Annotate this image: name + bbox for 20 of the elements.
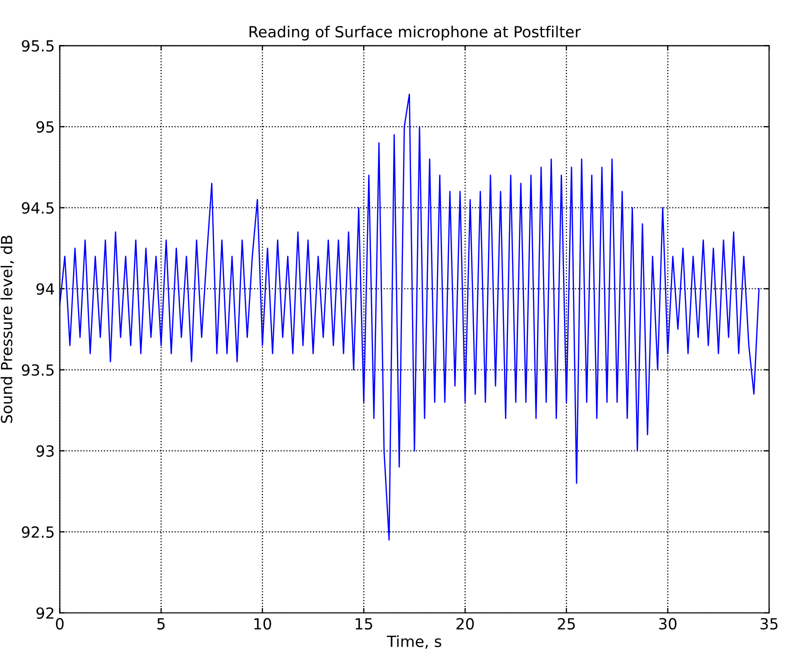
x-axis-title: Time, s [386, 635, 442, 649]
y-tick-label: 94.5 [22, 202, 54, 214]
y-tick-label: 93.5 [22, 364, 54, 376]
y-tick-label: 92.5 [22, 526, 54, 538]
x-tick-label: 35 [760, 618, 778, 630]
x-tick-label: 0 [56, 618, 64, 630]
y-tick-label: 95 [36, 121, 54, 133]
x-tick-label: 15 [356, 618, 372, 630]
x-tick-label: 5 [157, 618, 165, 630]
x-tick-label: 25 [558, 618, 575, 630]
chart-title: Reading of Surface microphone at Postfilter [250, 26, 581, 40]
x-tick-label: 30 [659, 618, 676, 630]
y-axis-title: Sound Pressure level, dB [0, 236, 14, 423]
x-tick-label: 10 [254, 618, 272, 630]
y-tick-label: 94 [36, 283, 54, 295]
y-tick-label: 93 [36, 445, 54, 457]
x-tick-label: 20 [456, 618, 474, 630]
y-tick-label: 95.5 [22, 40, 54, 52]
y-tick-label: 92 [36, 607, 54, 619]
line-series [60, 94, 760, 541]
